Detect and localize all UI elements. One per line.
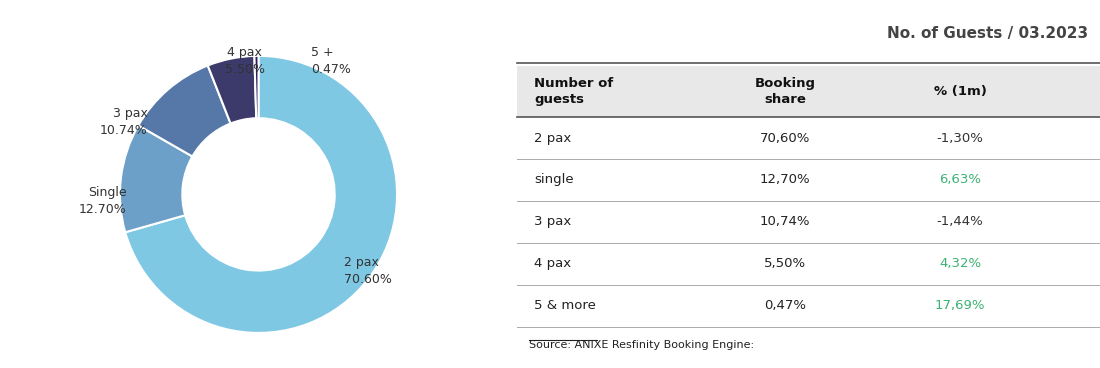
Text: Source: ANIXE Resfinity Booking Engine:: Source: ANIXE Resfinity Booking Engine: <box>529 340 754 350</box>
Text: 2 pax: 2 pax <box>535 131 572 145</box>
Text: % (1m): % (1m) <box>934 85 987 98</box>
Text: Single
12.70%: Single 12.70% <box>79 186 126 216</box>
Text: 5 +
0.47%: 5 + 0.47% <box>311 46 351 77</box>
Wedge shape <box>208 56 256 124</box>
Text: 2 pax
70.60%: 2 pax 70.60% <box>344 256 393 286</box>
Text: 70,60%: 70,60% <box>760 131 811 145</box>
Text: 5 & more: 5 & more <box>535 299 596 312</box>
Bar <box>517 66 1100 117</box>
Wedge shape <box>254 56 258 118</box>
Text: Booking
share: Booking share <box>755 77 816 106</box>
Text: 5,50%: 5,50% <box>764 257 806 270</box>
Text: 4,32%: 4,32% <box>939 257 981 270</box>
Text: single: single <box>535 173 574 187</box>
Text: 12,70%: 12,70% <box>760 173 811 187</box>
Text: Number of
guests: Number of guests <box>535 77 614 106</box>
Text: 4 pax: 4 pax <box>535 257 572 270</box>
Wedge shape <box>139 66 231 156</box>
Text: 3 pax
10.74%: 3 pax 10.74% <box>100 107 147 137</box>
Text: 6,63%: 6,63% <box>939 173 981 187</box>
Text: No. of Guests / 03.2023: No. of Guests / 03.2023 <box>888 26 1088 41</box>
Wedge shape <box>120 125 192 232</box>
Text: -1,44%: -1,44% <box>937 215 983 229</box>
Text: 0,47%: 0,47% <box>764 299 806 312</box>
Text: -1,30%: -1,30% <box>936 131 983 145</box>
Text: 3 pax: 3 pax <box>535 215 572 229</box>
Text: 17,69%: 17,69% <box>935 299 986 312</box>
Text: 10,74%: 10,74% <box>760 215 811 229</box>
Wedge shape <box>125 56 397 333</box>
Text: 4 pax
5.50%: 4 pax 5.50% <box>224 46 265 77</box>
